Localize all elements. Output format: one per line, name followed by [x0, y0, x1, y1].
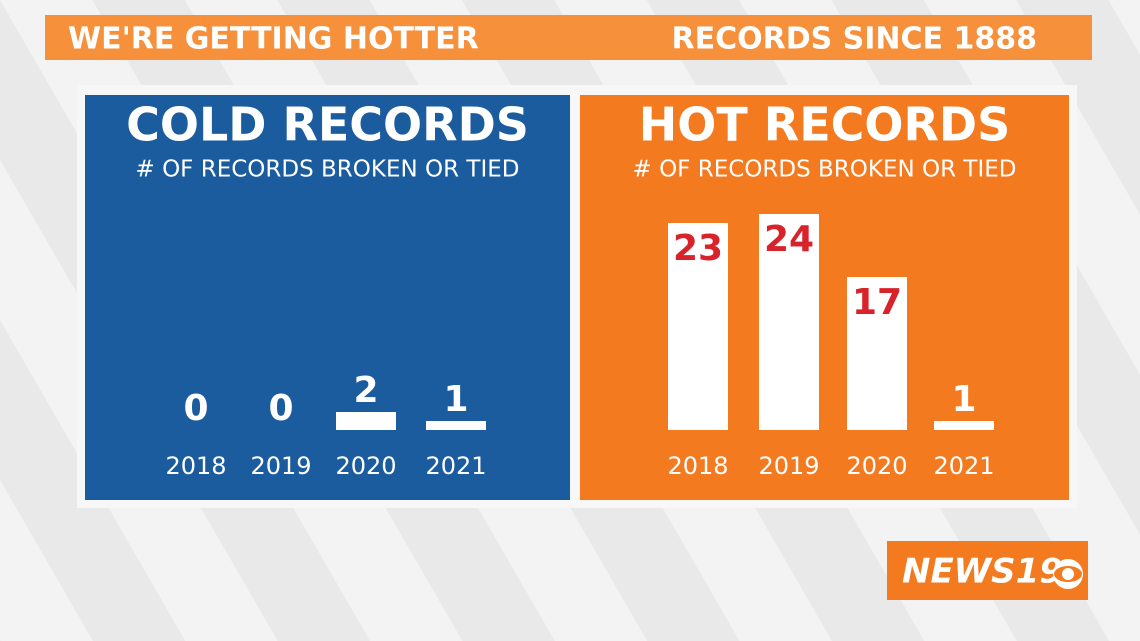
value-label: 17	[852, 282, 902, 323]
value-label: 0	[268, 388, 293, 429]
bar	[847, 277, 907, 430]
bar	[668, 223, 728, 430]
x-tick-label: 2020	[846, 452, 907, 480]
charts: COLD RECORDS # OF RECORDS BROKEN OR TIED 0…	[85, 95, 1069, 500]
x-tick-label: 2021	[425, 452, 486, 480]
header-right: RECORDS SINCE 1888	[672, 22, 1038, 57]
value-label: 0	[183, 388, 208, 429]
logo-eye	[1053, 559, 1083, 589]
chart-subtitle: # OF RECORDS BROKEN OR TIED	[136, 157, 520, 183]
chart-title: HOT RECORDS	[639, 98, 1010, 152]
x-tick-label: 2019	[250, 452, 311, 480]
x-tick-label: 2021	[933, 452, 994, 480]
bar	[336, 412, 396, 430]
chart-panel	[85, 95, 570, 500]
header-bar	[45, 15, 1092, 60]
x-tick-label: 2018	[667, 452, 728, 480]
bar	[426, 421, 486, 430]
x-tick-label: 2018	[165, 452, 226, 480]
value-label: 23	[673, 228, 723, 269]
x-tick-label: 2020	[335, 452, 396, 480]
value-label: 24	[764, 219, 814, 260]
value-label: 2	[353, 370, 378, 411]
value-label: 1	[951, 379, 976, 420]
bar	[934, 421, 994, 430]
header-left: WE'RE GETTING HOTTER	[68, 22, 479, 57]
logo-text: NEWS19	[902, 552, 1063, 592]
chart-panel	[580, 95, 1069, 500]
chart-subtitle: # OF RECORDS BROKEN OR TIED	[633, 157, 1017, 183]
value-label: 1	[443, 379, 468, 420]
x-tick-label: 2019	[758, 452, 819, 480]
bar	[759, 214, 819, 430]
chart-title: COLD RECORDS	[126, 98, 529, 152]
